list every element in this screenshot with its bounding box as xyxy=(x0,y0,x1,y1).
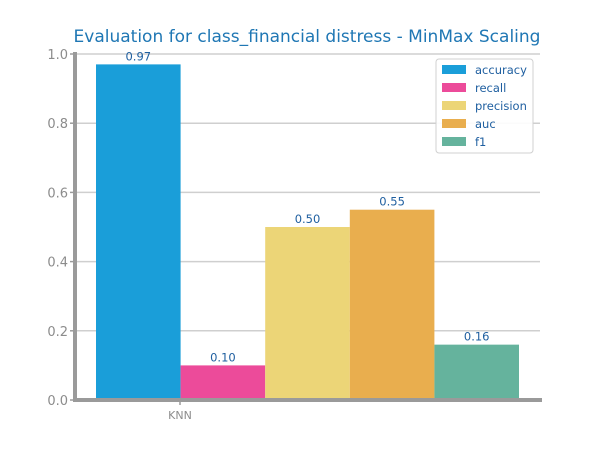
bar-auc xyxy=(349,209,435,400)
data-label-precision: 0.50 xyxy=(295,212,321,226)
y-tick-label: 1.0 xyxy=(47,48,68,63)
bar-f1 xyxy=(434,344,519,400)
legend-swatch-recall xyxy=(442,83,466,92)
y-tick-label: 0.2 xyxy=(47,325,68,340)
x-tick-label: KNN xyxy=(168,409,192,422)
bar-recall xyxy=(180,365,266,400)
bar-precision xyxy=(265,227,350,400)
tick-labels: 0.0 0.2 0.4 0.6 0.8 1.0 KNN xyxy=(47,48,192,422)
data-label-recall: 0.10 xyxy=(210,350,236,364)
legend-box xyxy=(435,58,534,154)
legend-label-accuracy: accuracy xyxy=(475,63,527,77)
bars xyxy=(96,64,519,400)
data-label-auc: 0.55 xyxy=(379,195,405,209)
y-tick-label: 0.4 xyxy=(47,256,68,271)
legend-swatch-precision xyxy=(442,101,466,110)
legend-label-f1: f1 xyxy=(475,135,486,149)
y-tick-label: 0.0 xyxy=(47,394,68,409)
data-labels: 0.97 0.10 0.50 0.55 0.16 xyxy=(125,49,489,364)
chart-title: Evaluation for class_financial distress … xyxy=(74,27,541,47)
legend-swatch-accuracy xyxy=(442,65,466,74)
legend-label-precision: precision xyxy=(475,99,527,113)
axes xyxy=(70,52,542,405)
y-tick-label: 0.6 xyxy=(47,186,68,201)
legend-label-recall: recall xyxy=(475,81,506,95)
data-label-f1: 0.16 xyxy=(464,330,490,344)
legend-swatch-f1 xyxy=(442,137,466,146)
bar-accuracy xyxy=(96,64,181,400)
legend-label-auc: auc xyxy=(475,117,496,131)
data-label-accuracy: 0.97 xyxy=(125,49,151,63)
y-tick-label: 0.8 xyxy=(47,117,68,132)
legend: accuracy recall precision auc f1 xyxy=(435,58,534,154)
legend-swatch-auc xyxy=(442,119,466,128)
